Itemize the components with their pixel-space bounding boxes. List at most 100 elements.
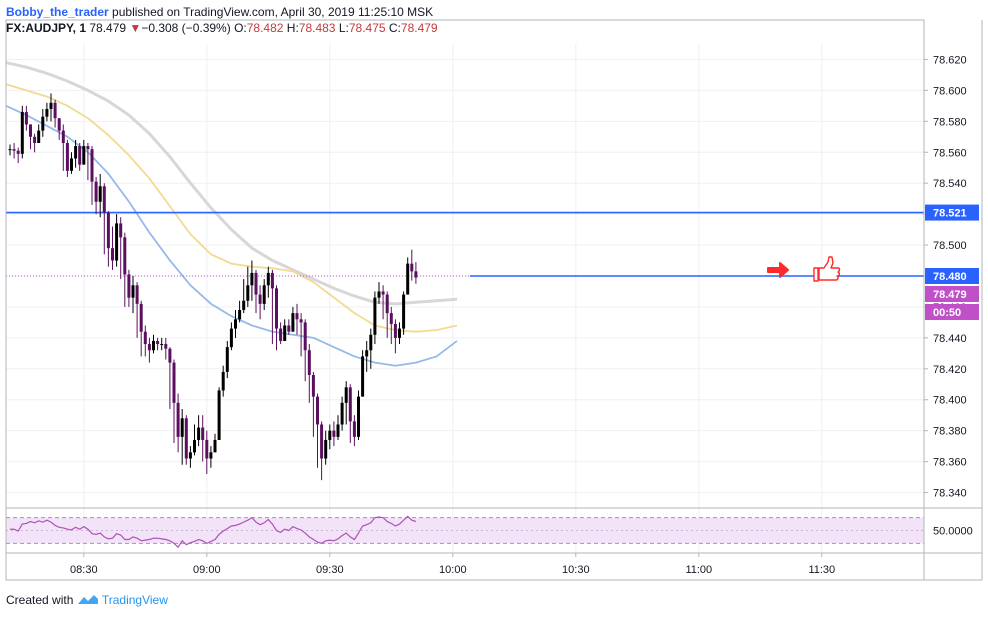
tradingview-brand[interactable]: TradingView: [101, 593, 168, 607]
candle-body: [275, 288, 278, 329]
high-value: 78.483: [298, 21, 336, 35]
y-tick-label: 78.540: [933, 178, 967, 190]
candle-body: [168, 348, 172, 363]
candle-body: [270, 272, 274, 289]
close-value: 78.479: [400, 21, 438, 35]
created-with-label: Created with: [6, 593, 74, 607]
candle-body: [373, 297, 377, 335]
candle-body: [316, 396, 319, 425]
author-link[interactable]: Bobby_the_trader: [6, 5, 109, 19]
open-label: O:: [234, 21, 247, 35]
candle-body: [8, 149, 12, 151]
candle-body: [78, 146, 82, 165]
candle-body: [156, 340, 160, 345]
candle-body: [336, 424, 340, 437]
countdown-label-bg: [925, 304, 979, 320]
candle-body: [406, 263, 410, 295]
candle-body: [299, 319, 303, 323]
x-tick-label: 10:30: [562, 564, 590, 576]
candle-body: [357, 396, 360, 437]
candle-body: [20, 112, 24, 154]
price-change: −0.308 (−0.39%): [141, 21, 231, 35]
last-price: 78.479: [89, 21, 127, 35]
axes: 78.62078.60078.58078.56078.54078.52078.5…: [70, 54, 979, 576]
x-tick-label: 11:30: [808, 564, 835, 576]
symbol-label[interactable]: FX:AUDJPY, 1: [6, 21, 87, 35]
y-tick-label: 78.620: [933, 54, 967, 66]
candle-body: [94, 181, 98, 202]
candle-body: [266, 272, 270, 286]
x-tick-label: 09:00: [193, 564, 221, 576]
candle-body: [201, 427, 205, 440]
y-tick-label: 78.360: [933, 457, 967, 469]
candle-body: [53, 102, 57, 119]
low-value: 78.475: [348, 21, 386, 35]
candle-body: [49, 102, 53, 109]
candle-body: [344, 387, 348, 403]
candle-body: [381, 291, 385, 295]
candle-body: [176, 402, 180, 437]
candle-body: [197, 427, 201, 440]
rsi-tick-label: 50.0000: [933, 526, 973, 538]
candle-body: [90, 149, 94, 182]
price-label-level-2-bg: [925, 268, 979, 284]
countdown-label: 00:50: [933, 307, 961, 319]
candle-body: [234, 319, 237, 329]
price-label-last: 78.479: [933, 289, 967, 301]
y-tick-label: 78.580: [933, 116, 967, 128]
candle-body: [320, 424, 324, 459]
candle-body: [229, 328, 233, 348]
candle-body: [24, 112, 28, 125]
candle-body: [188, 452, 192, 459]
footer: Created with TradingView: [6, 592, 168, 608]
x-tick-label: 09:30: [316, 564, 344, 576]
plot-border: [5, 19, 925, 581]
candle-body: [246, 285, 250, 301]
ma-mid-line: [5, 83, 458, 333]
candle-body: [205, 439, 209, 459]
candle-body: [111, 248, 114, 261]
tradingview-logo-icon: [77, 595, 98, 604]
candle-body: [29, 124, 32, 137]
candle-body: [307, 350, 311, 375]
candle-body: [295, 313, 299, 320]
candle-body: [217, 390, 221, 440]
candle-body: [45, 108, 49, 117]
candle-body: [348, 387, 352, 422]
chart-header: Bobby_the_trader published on TradingVie…: [6, 4, 976, 36]
candle-body: [393, 323, 397, 338]
x-tick-label: 10:00: [439, 564, 467, 576]
y-tick-label: 78.440: [933, 333, 967, 345]
candle-body: [119, 223, 123, 238]
y-tick-label: 78.380: [933, 426, 967, 438]
candle-body: [16, 150, 20, 154]
candle-body: [238, 310, 242, 320]
candle-body: [152, 340, 155, 351]
candle-body: [414, 271, 418, 278]
candlestick-series: [8, 93, 418, 481]
candle-body: [283, 325, 287, 341]
close-label: C:: [388, 21, 401, 35]
publish-line: Bobby_the_trader published on TradingVie…: [6, 4, 976, 20]
y-tick-label: 78.340: [933, 488, 967, 500]
symbol-line: FX:AUDJPY, 1 78.479 ▼−0.308 (−0.39%) O:7…: [6, 20, 976, 36]
candle-body: [369, 334, 373, 351]
candle-body: [160, 344, 164, 346]
candle-body: [143, 331, 147, 345]
candle-body: [33, 136, 37, 143]
horizontal-levels[interactable]: [6, 211, 924, 277]
candle-body: [37, 130, 41, 143]
candle-body: [365, 350, 369, 357]
candle-body: [172, 362, 176, 403]
candle-body: [131, 285, 135, 298]
candle-body: [86, 146, 90, 150]
price-label-level-1: 78.521: [933, 208, 967, 220]
candle-body: [287, 325, 291, 332]
candle-body: [127, 274, 131, 298]
candle-body: [180, 418, 184, 437]
candle-body: [242, 300, 246, 311]
candle-body: [385, 294, 389, 314]
candle-body: [324, 439, 328, 459]
price-label-level-2: 78.480: [933, 271, 967, 283]
